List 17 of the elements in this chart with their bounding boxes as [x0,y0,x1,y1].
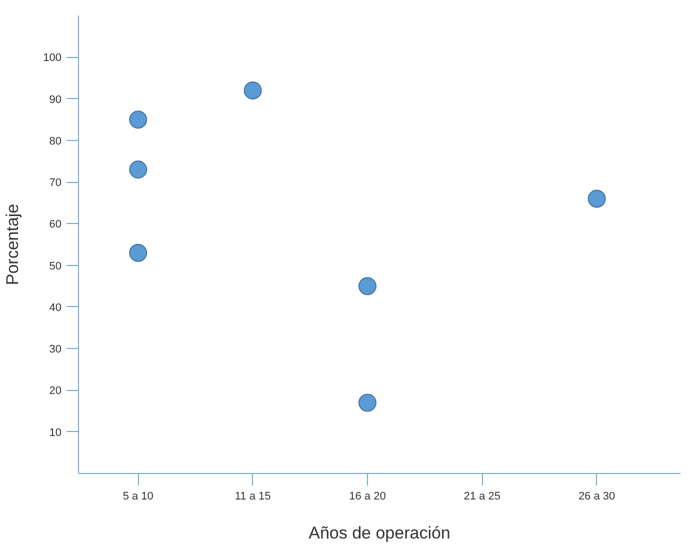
y-tick-label: 50 [49,260,62,272]
y-tick-label: 100 [43,52,62,64]
y-tick-label: 70 [49,177,62,190]
x-tick-label: 5 a 10 [122,490,154,502]
y-axis-title: Porcentaje [3,204,22,286]
y-tick-label: 90 [49,94,62,106]
y-tick-label: 40 [49,302,62,314]
x-tick-label: 21 a 25 [464,490,500,502]
y-tick-label: 60 [49,218,62,231]
x-axis-title: Años de operación [308,524,450,542]
x-tick-label: 11 a 15 [234,490,271,502]
y-tick-label: 20 [49,385,62,398]
y-tick-label: 80 [49,135,62,148]
y-tick-label: 10 [49,426,62,439]
y-tick-label: 30 [49,344,62,356]
x-tick-label: 26 a 30 [578,490,616,502]
x-tick-label: 16 a 20 [349,490,386,502]
